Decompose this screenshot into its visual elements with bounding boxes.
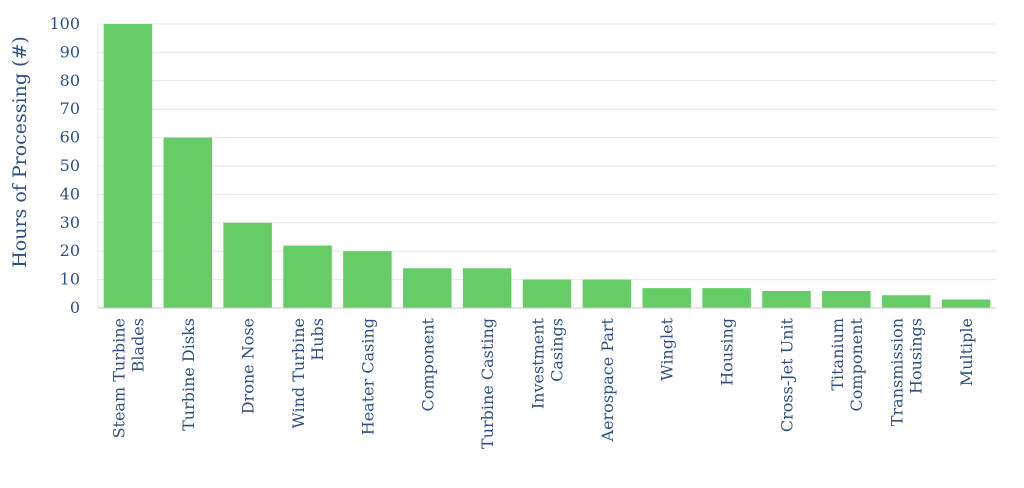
category-label: Cross-Jet Unit [777, 317, 796, 432]
bar [941, 299, 991, 308]
y-tick-label: 0 [70, 298, 80, 317]
category-label-line: Drone Nose [239, 318, 258, 414]
y-tick-label: 60 [60, 128, 80, 147]
bar [582, 279, 632, 308]
y-axis-ticks: 0 10 20 30 40 50 60 70 80 90 100 [49, 14, 80, 317]
y-tick-label: 90 [60, 42, 80, 61]
bar [403, 268, 452, 308]
category-label: InvestmentCasings [529, 317, 567, 409]
category-label-line: Blades [128, 318, 147, 372]
bar [702, 288, 751, 308]
bar [822, 290, 871, 308]
category-label: Heater Casing [358, 318, 377, 435]
category-label-line: Aerospace Part [598, 317, 617, 442]
category-label: Housing [718, 318, 737, 386]
y-tick-label: 20 [60, 241, 80, 260]
category-label-line: Casings [548, 318, 567, 382]
category-label-line: Cross-Jet Unit [777, 317, 796, 432]
category-label: TitaniumComponent [828, 317, 866, 411]
category-label: Wind TurbineHubs [289, 318, 327, 429]
category-label: Multiple [957, 318, 976, 386]
category-label-line: Housing [718, 318, 737, 386]
category-label: Steam TurbineBlades [109, 318, 147, 438]
category-label-line: Titanium [828, 318, 847, 391]
category-label-line: Housings [907, 318, 926, 394]
x-axis-categories: Steam TurbineBlades Turbine Disks Drone No… [109, 317, 976, 449]
category-label-line: Component [418, 317, 437, 411]
bar [223, 222, 272, 308]
category-label: TransmissionHousings [888, 318, 926, 426]
bar [283, 245, 332, 308]
y-tick-label: 30 [60, 213, 80, 232]
bar [462, 268, 512, 308]
y-tick-label: 40 [60, 184, 80, 203]
category-label: Drone Nose [239, 318, 258, 414]
category-label-line: Transmission [888, 318, 907, 426]
category-label: Turbine Casting [478, 318, 497, 449]
category-label: Winglet [658, 317, 677, 380]
category-label-line: Turbine Disks [179, 318, 198, 431]
category-label-line: Hubs [308, 318, 327, 361]
bar [522, 279, 572, 308]
category-label: Aerospace Part [598, 317, 617, 442]
y-tick-label: 70 [60, 99, 80, 118]
category-label-line: Multiple [957, 318, 976, 386]
category-label-line: Heater Casing [358, 318, 377, 435]
category-label-line: Steam Turbine [109, 318, 128, 438]
category-label-line: Wind Turbine [289, 318, 308, 429]
bar [762, 290, 811, 308]
bar [343, 251, 392, 308]
y-tick-label: 80 [60, 71, 80, 90]
category-label-line: Investment [529, 317, 548, 409]
category-label-line: Winglet [658, 317, 677, 380]
y-tick-label: 50 [60, 156, 80, 175]
y-tick-label: 10 [60, 270, 80, 289]
category-label: Turbine Disks [179, 318, 198, 431]
bar [163, 137, 213, 308]
category-label-line: Turbine Casting [478, 318, 497, 449]
bar [881, 295, 931, 308]
y-tick-label: 100 [49, 14, 80, 33]
bars [103, 24, 991, 308]
bar [642, 288, 691, 308]
y-axis-title: Hours of Processing (#) [9, 36, 31, 268]
category-label-line: Component [847, 317, 866, 411]
bar [103, 24, 153, 308]
category-label: Component [418, 317, 437, 411]
